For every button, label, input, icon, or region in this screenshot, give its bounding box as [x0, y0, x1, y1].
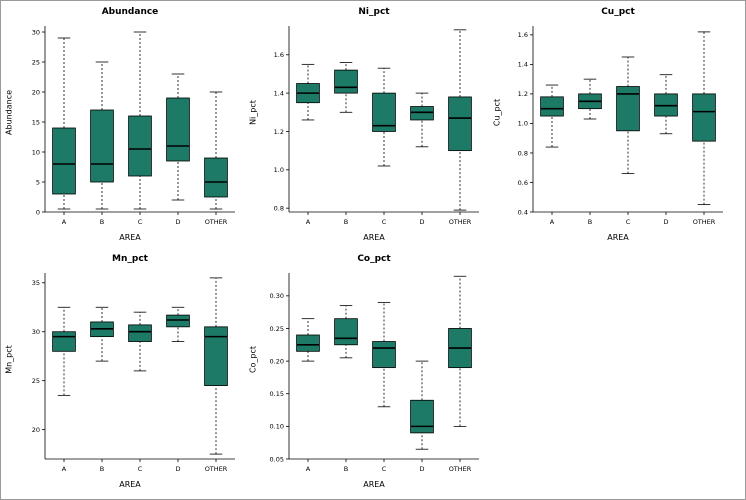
svg-text:OTHER: OTHER	[449, 218, 472, 226]
svg-text:C: C	[138, 465, 143, 473]
svg-text:1.4: 1.4	[274, 89, 284, 97]
svg-text:0.8: 0.8	[274, 204, 284, 212]
svg-text:1.6: 1.6	[274, 51, 284, 59]
panel-mn-pct: Mn_pct Mn_pct 20 25 30 35 A B C D OTHER AREA	[3, 252, 247, 495]
boxplot-svg: 0.4 0.6 0.8 1.0 1.2 1.4 1.6 A B C D OTHER	[518, 26, 723, 226]
x-axis-label: AREA	[363, 480, 385, 489]
svg-text:D: D	[663, 218, 668, 226]
svg-text:C: C	[626, 218, 631, 226]
chart-title: Ni_pct	[358, 7, 390, 17]
svg-text:20: 20	[32, 426, 40, 434]
svg-text:OTHER: OTHER	[449, 465, 472, 473]
chart-title: Co_pct	[357, 254, 391, 264]
svg-text:A: A	[62, 218, 67, 226]
y-axis-label: Ni_pct	[248, 100, 258, 125]
chart-title: Mn_pct	[112, 254, 148, 264]
x-axis-label: AREA	[119, 233, 141, 242]
svg-text:B: B	[100, 465, 104, 473]
svg-text:0.6: 0.6	[518, 179, 528, 187]
boxplot-svg: 20 25 30 35 A B C D OTHER	[32, 273, 235, 473]
svg-text:10: 10	[32, 148, 40, 156]
y-axis-label: Cu_pct	[492, 98, 502, 127]
boxplot-svg: 0.8 1.0 1.2 1.4 1.6 A B C D OTHER	[274, 26, 479, 226]
svg-text:1.2: 1.2	[274, 128, 284, 136]
svg-text:25: 25	[32, 377, 40, 385]
svg-text:25: 25	[32, 58, 40, 66]
y-axis-label: Abundance	[4, 89, 14, 136]
svg-text:A: A	[306, 465, 311, 473]
svg-text:B: B	[100, 218, 104, 226]
svg-text:0.8: 0.8	[518, 149, 528, 157]
svg-text:1.2: 1.2	[518, 90, 528, 98]
svg-text:B: B	[588, 218, 592, 226]
svg-text:D: D	[175, 465, 180, 473]
svg-text:35: 35	[32, 279, 40, 287]
svg-text:C: C	[138, 218, 143, 226]
svg-text:0.30: 0.30	[270, 292, 284, 300]
svg-text:30: 30	[32, 28, 40, 36]
svg-text:OTHER: OTHER	[205, 218, 228, 226]
svg-text:B: B	[344, 218, 348, 226]
panel-cu-pct: Cu_pct Cu_pct 0.4 0.6 0.8 1.0 1.2 1.4 1.6 A B C D O…	[491, 5, 735, 248]
svg-text:OTHER: OTHER	[693, 218, 716, 226]
panel-co-pct: Co_pct Co_pct 0.05 0.10 0.15 0.20 0.25 0.30 A B…	[247, 252, 491, 495]
svg-text:D: D	[419, 218, 424, 226]
svg-text:0.15: 0.15	[270, 390, 284, 398]
svg-text:A: A	[62, 465, 67, 473]
svg-text:A: A	[550, 218, 555, 226]
svg-text:30: 30	[32, 328, 40, 336]
svg-text:B: B	[344, 465, 348, 473]
svg-text:1.4: 1.4	[518, 61, 528, 69]
x-axis-label: AREA	[363, 233, 385, 242]
y-axis-label: Co_pct	[248, 345, 258, 374]
plot-grid: Abundance Abundance 0 5 10 15 20 25 30 A B C D OTHE…	[3, 5, 745, 495]
x-axis-label: AREA	[607, 233, 629, 242]
svg-text:5: 5	[36, 178, 40, 186]
svg-text:0.4: 0.4	[518, 208, 528, 216]
chart-title: Abundance	[101, 7, 159, 17]
svg-text:A: A	[306, 218, 311, 226]
svg-text:0.25: 0.25	[270, 325, 284, 333]
panel-ni-pct: Ni_pct Ni_pct 0.8 1.0 1.2 1.4 1.6 A B C D OTHER A…	[247, 5, 491, 248]
svg-text:C: C	[382, 218, 387, 226]
chart-title: Cu_pct	[601, 7, 635, 17]
panel-abundance: Abundance Abundance 0 5 10 15 20 25 30 A B C D OTHE…	[3, 5, 247, 248]
svg-text:1.6: 1.6	[518, 31, 528, 39]
boxplot-svg: 0.05 0.10 0.15 0.20 0.25 0.30 A B C D OTHER	[270, 273, 479, 473]
svg-text:C: C	[382, 465, 387, 473]
svg-text:20: 20	[32, 88, 40, 96]
svg-text:0.05: 0.05	[270, 455, 284, 463]
svg-text:1.0: 1.0	[518, 120, 528, 128]
svg-text:D: D	[175, 218, 180, 226]
y-axis-label: Mn_pct	[4, 345, 14, 374]
svg-text:0: 0	[36, 208, 40, 216]
svg-text:1.0: 1.0	[274, 166, 284, 174]
svg-text:OTHER: OTHER	[205, 465, 228, 473]
svg-text:D: D	[419, 465, 424, 473]
svg-text:0.20: 0.20	[270, 357, 284, 365]
svg-text:15: 15	[32, 118, 40, 126]
svg-text:0.10: 0.10	[270, 423, 284, 431]
x-axis-label: AREA	[119, 480, 141, 489]
boxplot-svg: 0 5 10 15 20 25 30 A B C D OTHER	[32, 26, 235, 226]
